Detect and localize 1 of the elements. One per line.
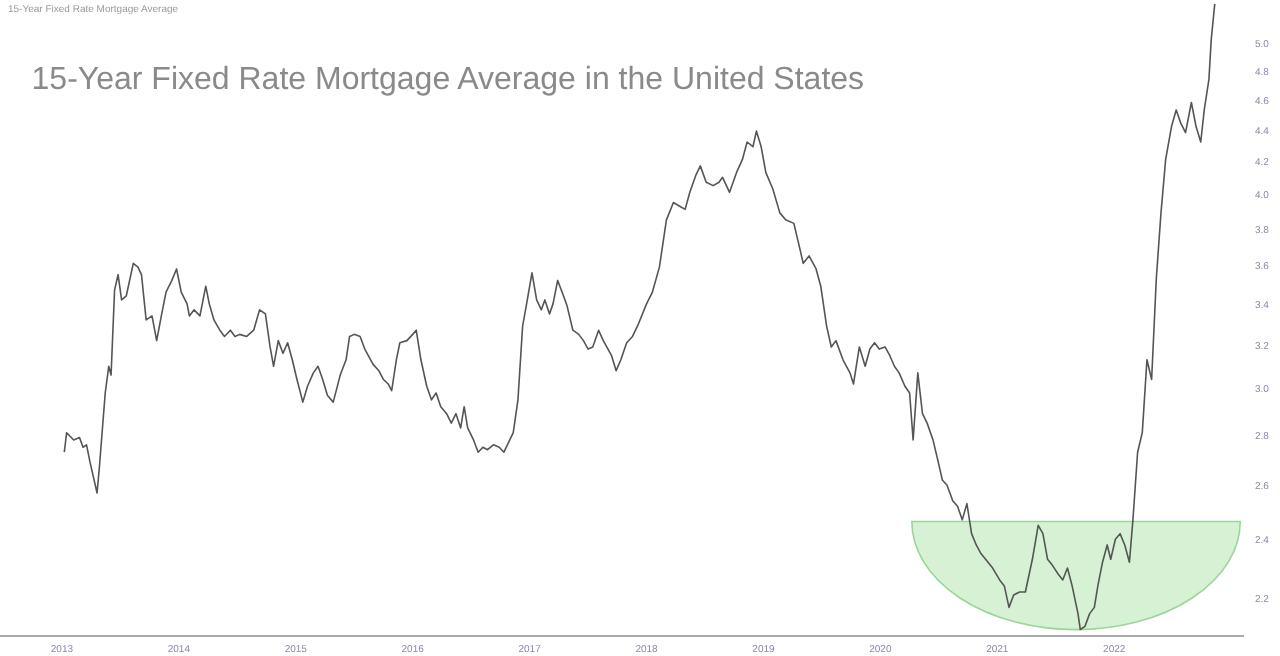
text: 15-Year Fixed Rate Mortgage Average in the United States (31, 63, 865, 98)
